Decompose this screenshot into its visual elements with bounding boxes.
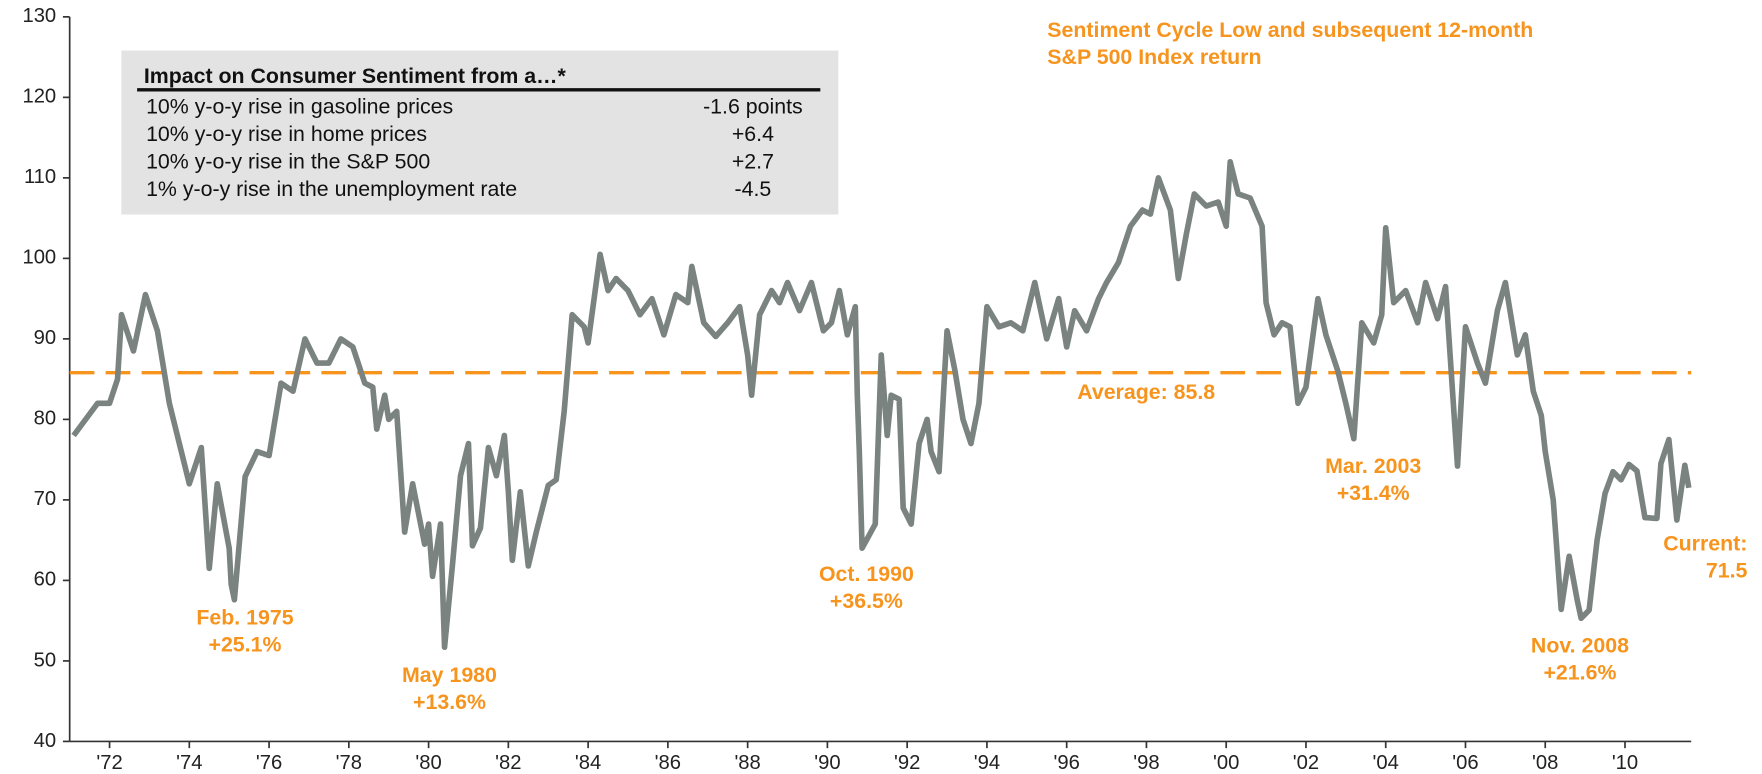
table-value: +6.4 [732, 122, 774, 146]
annotation: Mar. 2003 [1325, 454, 1421, 478]
y-tick-label: 40 [34, 730, 57, 752]
annotation: +25.1% [208, 633, 281, 657]
x-tick-label: '84 [575, 752, 601, 774]
y-tick-label: 100 [22, 247, 56, 269]
annotation: Oct. 1990 [819, 562, 914, 586]
average-label: Average: 85.8 [1077, 380, 1215, 404]
x-tick-label: '98 [1133, 752, 1159, 774]
x-tick-label: '00 [1213, 752, 1239, 774]
x-tick-label: '76 [256, 752, 282, 774]
x-tick-label: '80 [415, 752, 441, 774]
y-tick-label: 80 [34, 408, 57, 430]
annotation: Current: [1663, 531, 1747, 555]
x-tick-label: '10 [1612, 752, 1638, 774]
x-tick-label: '74 [176, 752, 202, 774]
annotation: +31.4% [1337, 481, 1410, 505]
impact-table: Impact on Consumer Sentiment from a…* 10… [121, 50, 839, 215]
x-tick-label: '94 [974, 752, 1000, 774]
y-tick-label: 90 [34, 327, 57, 349]
y-tick-label: 120 [22, 86, 56, 108]
x-tick-label: '04 [1373, 752, 1399, 774]
table-label: 10% y-o-y rise in gasoline prices [146, 94, 453, 118]
x-tick-label: '88 [734, 752, 760, 774]
table-value: -1.6 points [703, 94, 803, 118]
x-tick-label: '06 [1452, 752, 1478, 774]
x-tick-label: '96 [1053, 752, 1079, 774]
y-tick-label: 50 [34, 649, 57, 671]
y-tick-label: 70 [34, 488, 57, 510]
table-value: -4.5 [735, 177, 772, 201]
annotation: Feb. 1975 [196, 606, 293, 630]
y-tick-label: 130 [22, 5, 56, 27]
sentiment-line [71, 158, 1692, 651]
x-tick-label: '90 [814, 752, 840, 774]
annotation: 71.5 [1706, 558, 1748, 582]
x-tick-label: '78 [336, 752, 362, 774]
x-tick-label: '02 [1293, 752, 1319, 774]
annotation: +36.5% [830, 589, 903, 613]
annotation: May 1980 [402, 663, 497, 687]
y-tick-label: 60 [34, 569, 57, 591]
annotation: +13.6% [413, 690, 486, 714]
y-tick-label: 110 [24, 166, 56, 188]
x-tick-label: '92 [894, 752, 920, 774]
table-title: Impact on Consumer Sentiment from a…* [144, 64, 567, 88]
x-tick-label: '86 [655, 752, 681, 774]
annotation-title: S&P 500 Index return [1047, 45, 1261, 69]
x-tick-label: '08 [1532, 752, 1558, 774]
table-label: 1% y-o-y rise in the unemployment rate [146, 177, 517, 201]
axes: 40 50 60 70 80 90 100 110 120 130 '72 '74 '76 '78 '80 '… [22, 5, 1692, 774]
table-label: 10% y-o-y rise in home prices [146, 122, 427, 146]
table-background [121, 50, 839, 215]
table-value: +2.7 [732, 150, 774, 174]
annotation: Nov. 2008 [1531, 634, 1629, 658]
x-tick-label: '72 [96, 752, 122, 774]
annotation: +21.6% [1543, 661, 1616, 685]
x-tick-label: '82 [495, 752, 521, 774]
table-label: 10% y-o-y rise in the S&P 500 [146, 150, 430, 174]
annotation-title: Sentiment Cycle Low and subsequent 12-mo… [1047, 18, 1533, 42]
